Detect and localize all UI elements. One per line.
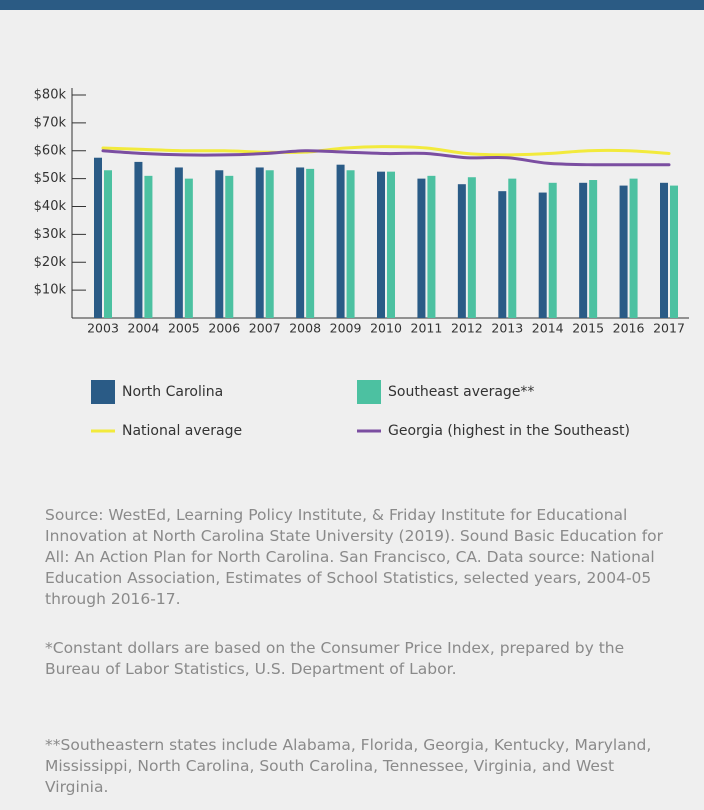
bar <box>377 171 385 318</box>
chart: $10k $20k $30k $40k $50k $60k $70k $80k 2003 2004… <box>34 88 689 439</box>
bar <box>538 192 547 318</box>
x-tick-label: 2016 <box>613 321 645 336</box>
bar <box>265 170 274 318</box>
bar <box>144 175 153 318</box>
x-tick-label: 2015 <box>572 321 604 336</box>
x-tick-label: 2017 <box>653 321 685 336</box>
bar <box>548 182 557 318</box>
bar <box>417 178 426 318</box>
x-tick-label: 2008 <box>289 321 321 336</box>
line <box>101 145 671 157</box>
bar <box>457 184 466 318</box>
x-tick-label: 2012 <box>451 321 483 336</box>
y-tick-label: $70k <box>34 115 67 130</box>
x-tick-label: 2005 <box>168 321 200 336</box>
bar <box>346 170 355 318</box>
x-tick-label: 2014 <box>532 321 564 336</box>
bar <box>296 167 305 318</box>
x-tick-label: 2003 <box>87 321 119 336</box>
bar <box>660 182 668 318</box>
bar <box>670 185 678 318</box>
y-tick-label: $50k <box>34 171 67 186</box>
bar <box>306 168 315 318</box>
y-tick-label: $80k <box>34 88 67 103</box>
bar <box>498 191 507 318</box>
x-tick-label: 2007 <box>249 321 281 336</box>
y-tick-label: $20k <box>34 255 67 270</box>
bar <box>619 185 628 318</box>
x-tick-label: 2004 <box>128 321 160 336</box>
bar <box>336 164 345 318</box>
x-tick-label: 2013 <box>491 321 523 336</box>
bar <box>174 167 183 318</box>
bar <box>427 175 436 318</box>
bar <box>579 182 588 318</box>
bar <box>508 178 517 318</box>
x-tick-label: 2006 <box>208 321 240 336</box>
bar <box>589 180 598 318</box>
x-tick-label: 2011 <box>411 321 443 336</box>
bar <box>94 157 102 318</box>
footnote: *Constant dollars are based on the Consu… <box>45 639 625 678</box>
y-tick-label: $30k <box>34 227 67 242</box>
y-tick-label: $40k <box>34 199 67 214</box>
legend-label: North Carolina <box>122 384 223 400</box>
bar <box>104 170 112 318</box>
bar <box>255 167 264 318</box>
legend-label: Georgia (highest in the Southeast) <box>388 423 630 439</box>
legend-label: National average <box>122 423 242 439</box>
bar <box>225 175 234 318</box>
line <box>101 149 671 167</box>
bar <box>215 170 224 318</box>
bar <box>467 177 476 318</box>
x-tick-label: 2009 <box>330 321 362 336</box>
bar <box>184 178 193 318</box>
bar <box>387 171 395 318</box>
source-note: Source: WestEd, Learning Policy Institut… <box>45 506 664 608</box>
bar <box>134 161 143 318</box>
legend-swatch <box>91 380 115 404</box>
legend-swatch <box>357 380 381 404</box>
y-tick-label: $10k <box>34 283 67 298</box>
legend-label: Southeast average** <box>388 384 534 400</box>
x-tick-label: 2010 <box>370 321 402 336</box>
bar <box>629 178 638 318</box>
footnote: **Southeastern states include Alabama, F… <box>45 736 652 796</box>
y-tick-label: $60k <box>34 143 67 158</box>
top-bar <box>0 0 704 10</box>
